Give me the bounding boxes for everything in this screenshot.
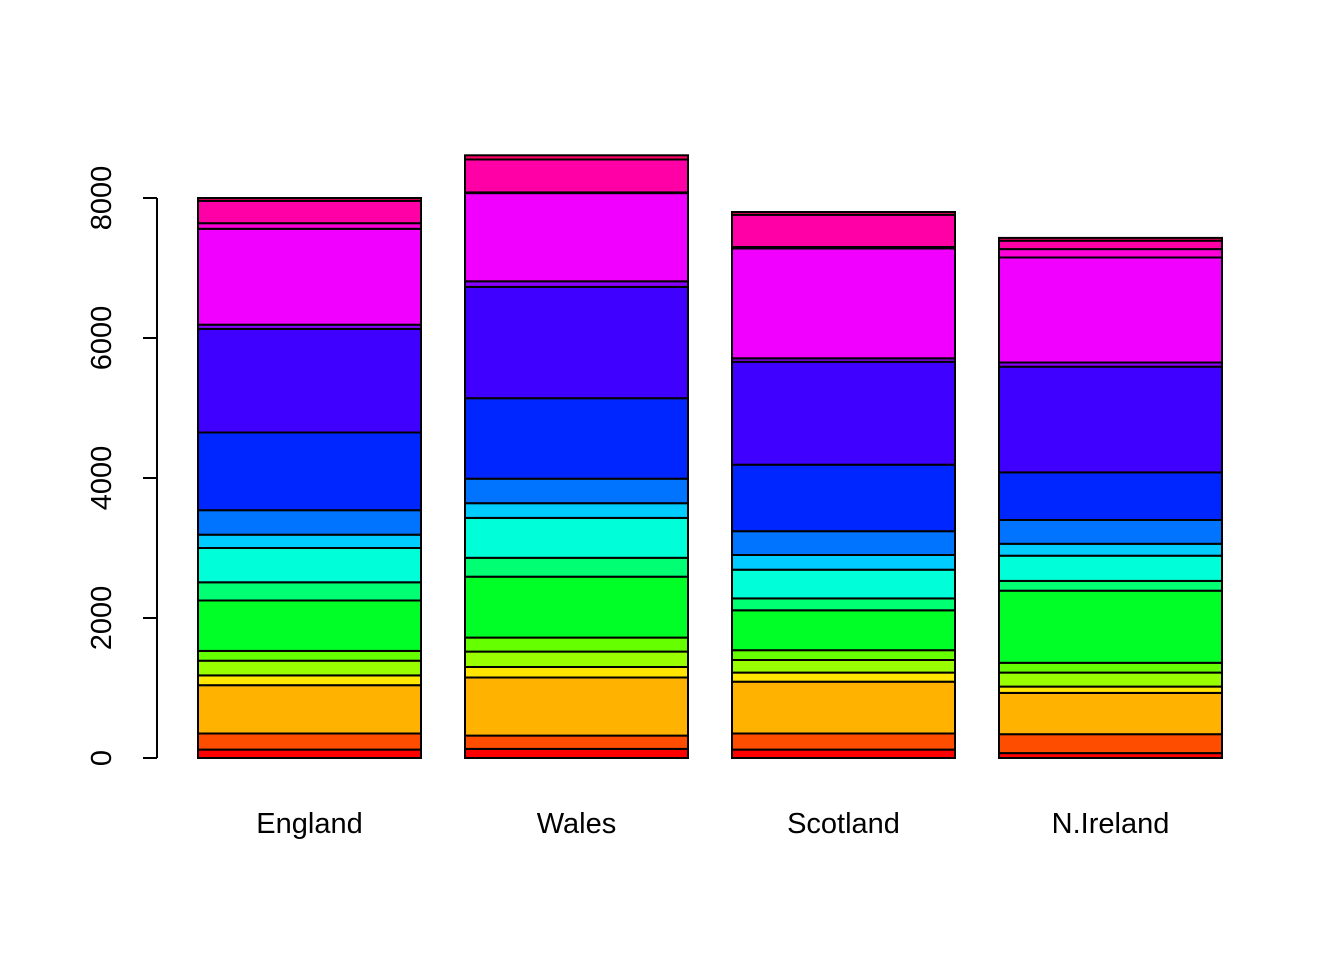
bar-segment (998, 542, 1223, 557)
bar-segment (731, 748, 956, 759)
bar-segment (464, 516, 689, 559)
bar-segment (731, 247, 956, 360)
category-label: England (256, 808, 362, 840)
bar-segment (998, 248, 1223, 259)
bar-segment (464, 676, 689, 737)
bar-segment (197, 732, 422, 751)
bar-segment (197, 649, 422, 662)
y-tick-label: 4000 (86, 446, 118, 511)
bar-segment (998, 365, 1223, 474)
bar-segment (464, 666, 689, 679)
bar-segment (464, 636, 689, 653)
bar-segment (464, 650, 689, 668)
bar-segment (998, 589, 1223, 664)
bar-segment (197, 197, 422, 202)
category-label: Scotland (787, 808, 900, 840)
bar-segment (464, 154, 689, 161)
y-tick-label: 6000 (86, 306, 118, 371)
bar-scotland (731, 211, 956, 759)
category-label: Wales (537, 808, 617, 840)
bar-segment (731, 659, 956, 674)
bar-segment (998, 671, 1223, 688)
bar-segment (998, 661, 1223, 674)
bar-segment (197, 674, 422, 687)
bar-segment (731, 463, 956, 533)
y-tick-label: 2000 (86, 586, 118, 651)
bar-segment (998, 554, 1223, 582)
bar-segment (464, 502, 689, 519)
bar-segment (464, 477, 689, 505)
bar-segment (998, 236, 1223, 242)
bar-segment (998, 239, 1223, 251)
bar-segment (731, 671, 956, 683)
bar-segment (731, 360, 956, 466)
bar-segment (731, 609, 956, 652)
bar-segment (197, 748, 422, 759)
bar-segment (197, 227, 422, 326)
bar-segment (464, 734, 689, 750)
bar-n-ireland (998, 236, 1223, 759)
x-axis-labels: England Wales Scotland N.Ireland (256, 808, 1169, 840)
bar-segment (731, 680, 956, 735)
bar-segment (197, 599, 422, 652)
bar-segment (998, 691, 1223, 736)
y-tick-label: 0 (86, 750, 118, 766)
bar-segment (197, 684, 422, 735)
bar-segment (197, 431, 422, 512)
bar-segment (731, 554, 956, 571)
bar-segment (998, 256, 1223, 364)
bar-segment (197, 659, 422, 677)
bar-segment (464, 397, 689, 480)
bar-segment (197, 199, 422, 225)
bar-segment (731, 211, 956, 216)
bar-segment (731, 732, 956, 751)
bar-segment (464, 158, 689, 194)
category-label: N.Ireland (1052, 808, 1170, 840)
bar-segment (197, 327, 422, 434)
bar-segment (197, 581, 422, 602)
bar-segment (731, 649, 956, 662)
bars-group (197, 154, 1223, 760)
bar-segment (998, 579, 1223, 592)
bar-segment (464, 556, 689, 578)
bar-segment (731, 568, 956, 600)
bar-segment (731, 530, 956, 557)
bar-segment (464, 192, 689, 283)
bar-wales (464, 154, 689, 760)
bar-segment (998, 733, 1223, 755)
bar-segment (464, 575, 689, 639)
bar-segment (197, 509, 422, 536)
bar-segment (731, 597, 956, 612)
bar-segment (464, 747, 689, 760)
bar-segment (731, 213, 956, 249)
bar-segment (197, 533, 422, 550)
y-tick-label: 8000 (86, 166, 118, 231)
bar-segment (998, 471, 1223, 521)
y-axis: 0 2000 4000 6000 8000 (86, 166, 158, 766)
bar-segment (197, 547, 422, 584)
bar-england (197, 197, 422, 759)
bar-segment (464, 285, 689, 400)
bar-segment (998, 519, 1223, 545)
